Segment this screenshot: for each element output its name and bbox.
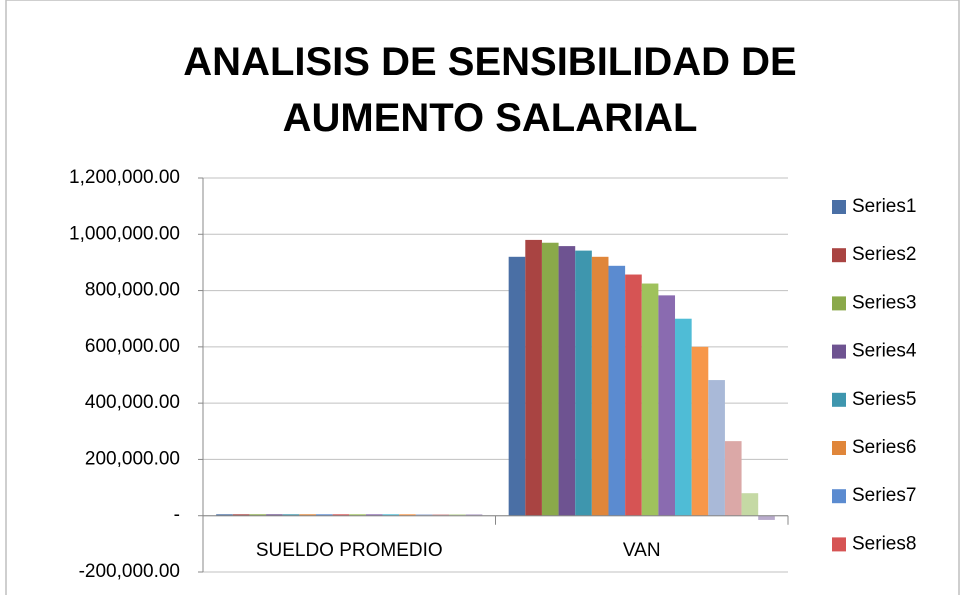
bar	[508, 256, 526, 516]
bar	[465, 514, 483, 516]
bar	[641, 283, 659, 516]
bar	[591, 256, 609, 516]
y-tick-label: -200,000.00	[79, 561, 180, 582]
bar	[232, 514, 250, 516]
legend-label: Series7	[852, 485, 916, 506]
bar	[415, 514, 433, 516]
legend-swatch	[832, 392, 846, 407]
bar	[691, 346, 709, 516]
legend-label: Series1	[852, 196, 916, 217]
bar	[658, 295, 676, 516]
legend-label: Series6	[852, 437, 916, 458]
bar	[625, 274, 642, 516]
y-tick-label: 800,000.00	[85, 280, 180, 301]
legend-swatch	[832, 489, 846, 504]
bar	[741, 493, 759, 516]
legend-label: Series2	[852, 244, 916, 265]
legend-swatch	[832, 200, 846, 214]
legend-swatch	[832, 537, 846, 552]
bar	[525, 239, 542, 516]
bar	[315, 514, 333, 516]
bar	[608, 265, 626, 516]
x-tick-label: SUELDO PROMEDIO	[256, 540, 443, 561]
y-tick-label: -	[174, 505, 180, 526]
bar	[382, 514, 400, 516]
chart-title: ANALISIS DE SENSIBILIDAD DE AUMENTO SALA…	[183, 40, 797, 140]
bar	[449, 514, 466, 516]
bar	[365, 514, 383, 516]
y-tick-label: 600,000.00	[85, 336, 180, 357]
bar	[266, 514, 283, 516]
bar	[724, 441, 742, 516]
bar	[558, 246, 576, 516]
bar	[249, 514, 267, 516]
y-tick-label: 1,000,000.00	[69, 223, 180, 244]
bar	[708, 380, 725, 516]
bar	[432, 514, 450, 516]
bar	[575, 250, 592, 516]
bar	[299, 514, 316, 516]
bar	[349, 514, 366, 516]
bar	[758, 515, 775, 520]
legend-label: Series5	[852, 389, 916, 410]
bar	[332, 514, 350, 516]
legend-label: Series8	[852, 533, 916, 554]
bar	[282, 514, 300, 516]
legend-swatch	[832, 441, 846, 455]
x-tick-label: VAN	[623, 540, 661, 561]
legend-swatch	[832, 248, 846, 263]
bar	[399, 514, 416, 516]
legend-label: Series4	[852, 341, 917, 362]
y-tick-label: 1,200,000.00	[69, 167, 180, 188]
y-tick-label: 200,000.00	[85, 448, 180, 469]
bar	[541, 242, 559, 516]
bar	[216, 514, 233, 516]
chart-border	[5, 0, 960, 595]
y-tick-label: 400,000.00	[85, 392, 180, 413]
legend-swatch	[832, 344, 846, 359]
legend-label: Series3	[852, 292, 916, 313]
bar	[675, 318, 692, 516]
legend-swatch	[832, 296, 846, 311]
